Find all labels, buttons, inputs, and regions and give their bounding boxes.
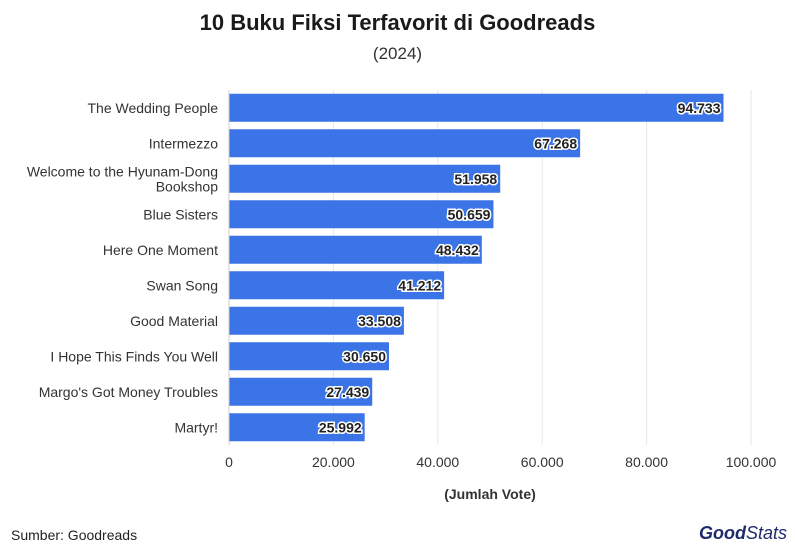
logo-text-light: Stats <box>745 523 787 543</box>
bar <box>229 377 373 406</box>
bar-value-label: 50.659 <box>448 206 491 222</box>
x-axis-label: (Jumlah Vote) <box>444 486 536 502</box>
goodstats-logo: GoodStats <box>699 523 787 544</box>
x-tick-label: 0 <box>225 454 233 470</box>
bar <box>229 164 501 193</box>
bar-value-label: 30.650 <box>343 348 386 364</box>
bar <box>229 93 724 122</box>
chart-subtitle: (2024) <box>372 44 423 63</box>
bar-value-label: 41.212 <box>398 277 441 293</box>
bar-chart: 0 20.000 40.000 60.000 80.000 100.000 (Jumlah … <box>27 90 777 502</box>
y-category-label: Welcome to the Hyunam-Dong Bookshop <box>27 163 218 194</box>
y-category-label: Intermezzo <box>149 135 218 151</box>
bar <box>229 200 494 229</box>
bar-value-label: 48.432 <box>436 242 479 258</box>
chart-title: 10 Buku Fiksi Terfavorit di Goodreads <box>199 10 596 35</box>
y-category-label: Swan Song <box>146 277 218 293</box>
bar <box>229 129 581 158</box>
y-category-label: Good Material <box>130 313 218 329</box>
bar-value-label: 51.958 <box>454 171 497 187</box>
bar <box>229 235 482 264</box>
x-tick-label: 60.000 <box>521 454 564 470</box>
y-category-label: Margo's Got Money Troubles <box>39 384 218 400</box>
logo-text-bold: Good <box>698 523 746 543</box>
source-note: Sumber: Goodreads <box>11 527 138 543</box>
bar-value-label: 33.508 <box>358 313 401 329</box>
y-category-label: The Wedding People <box>88 100 219 116</box>
y-category-label: Martyr! <box>174 419 218 435</box>
bar-value-label: 94.733 <box>678 100 721 116</box>
bar <box>229 271 445 300</box>
y-category-label: I Hope This Finds You Well <box>50 348 218 364</box>
bar-value-label: 67.268 <box>534 135 577 151</box>
bar <box>229 413 365 442</box>
y-category-label: Here One Moment <box>103 242 218 258</box>
bar-value-label: 27.439 <box>326 384 369 400</box>
bar-value-label: 25.992 <box>319 419 362 435</box>
x-tick-label: 40.000 <box>416 454 459 470</box>
bar <box>229 306 404 335</box>
x-tick-label: 80.000 <box>625 454 668 470</box>
x-tick-label: 100.000 <box>726 454 777 470</box>
bar <box>229 342 389 371</box>
y-category-label: Blue Sisters <box>143 206 218 222</box>
x-tick-label: 20.000 <box>312 454 355 470</box>
